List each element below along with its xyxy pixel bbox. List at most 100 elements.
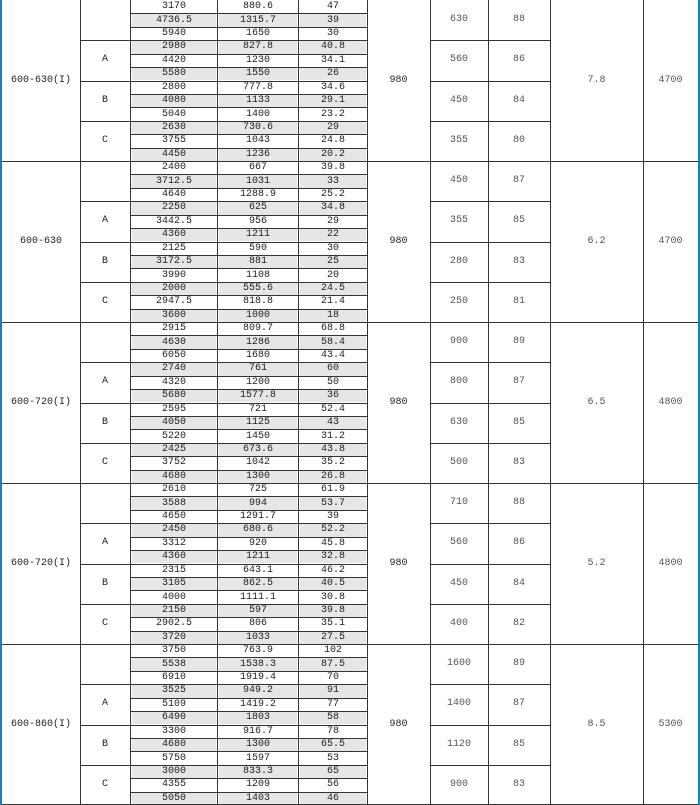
flow-m3h-cell: 3720 (132, 631, 216, 644)
flow-m3h-cell: 6490 (132, 712, 216, 725)
grid-line (430, 564, 550, 565)
grid-line (430, 40, 550, 41)
grid-line (430, 121, 550, 122)
flow-m3h-cell: 5940 (161, 28, 186, 40)
flow-m3h-cell: 3105 (132, 577, 216, 591)
flow-ls-cell: 1680 (245, 350, 270, 362)
grid-line (430, 523, 550, 524)
head-cell: 23.2 (320, 108, 345, 120)
variant-cell (80, 322, 130, 362)
efficiency-cell: 86 (512, 54, 525, 66)
grid-line (130, 617, 367, 618)
head-cell: 33 (300, 175, 366, 188)
flow-m3h-cell: 2800 (161, 81, 186, 93)
grid-line (80, 121, 367, 122)
head-cell: 39 (300, 14, 366, 27)
grid-line (80, 443, 367, 444)
grid-line (80, 282, 367, 283)
flow-m3h-cell: 4630 (132, 336, 216, 349)
model-cell: 600-720(I) (10, 396, 71, 408)
flow-ls-cell: 590 (248, 242, 267, 254)
efficiency-cell: 87 (512, 698, 525, 710)
head-cell: 58 (300, 712, 366, 725)
head-cell: 29 (326, 215, 339, 227)
flow-ls-cell: 1288.9 (239, 189, 276, 201)
grid-line (130, 496, 367, 497)
flow-m3h-cell: 3600 (132, 309, 216, 322)
grid-line (80, 242, 367, 243)
flow-ls-cell: 555.6 (219, 282, 297, 296)
flow-m3h-cell: 5580 (132, 68, 216, 81)
variant-cell: C (101, 456, 108, 468)
power-cell: 630 (449, 14, 468, 26)
head-cell: 47 (326, 1, 339, 13)
power-cell: 900 (449, 336, 468, 348)
flow-m3h-cell: 4650 (161, 511, 186, 523)
variant-cell: A (101, 537, 108, 549)
head-cell: 46 (300, 792, 366, 805)
head-cell: 32.8 (300, 551, 366, 564)
head-cell: 34.1 (320, 54, 345, 66)
flow-ls-cell: 920 (248, 537, 267, 549)
variant-cell (80, 0, 130, 40)
variant-cell (80, 644, 130, 684)
flow-m3h-cell: 3525 (132, 685, 216, 698)
flow-m3h-cell: 6050 (161, 350, 186, 362)
flow-ls-cell: 1230 (245, 54, 270, 66)
power-cell: 250 (449, 295, 468, 307)
grid-line (2, 644, 698, 645)
model-cell: 600-630 (19, 235, 62, 247)
flow-ls-cell: 777.8 (242, 81, 273, 93)
head-cell: 40.5 (300, 577, 366, 591)
head-cell: 30.8 (320, 591, 345, 603)
head-cell: 43 (300, 416, 366, 430)
head-cell: 29 (300, 121, 366, 135)
power-cell: 500 (449, 456, 468, 468)
grid-line (130, 537, 367, 538)
model-cell: 600-630(I) (10, 74, 71, 86)
grid-line (80, 403, 367, 404)
grid-line (130, 429, 367, 430)
speed-cell: 980 (389, 396, 408, 408)
grid-line (130, 711, 367, 712)
grid-line (2, 322, 698, 323)
flow-ls-cell: 1650 (245, 28, 270, 40)
flow-m3h-cell: 4360 (132, 551, 216, 564)
flow-m3h-cell: 2902.5 (155, 618, 192, 630)
efficiency-cell: 83 (512, 255, 525, 267)
efficiency-cell: 88 (512, 497, 525, 509)
head-cell: 45.8 (320, 537, 345, 549)
flow-m3h-cell: 3755 (161, 135, 186, 147)
head-cell: 39.8 (320, 162, 345, 174)
grid-line (430, 201, 550, 202)
variant-cell (80, 161, 130, 201)
grid-line (130, 416, 367, 417)
variant-cell: C (101, 134, 108, 146)
grid-line (130, 107, 367, 108)
flow-ls-cell: 827.8 (219, 41, 297, 54)
flow-m3h-cell: 4680 (132, 470, 216, 483)
variant-cell: B (101, 416, 108, 428)
grid-line (130, 738, 367, 739)
grid-line (430, 604, 550, 605)
flow-m3h-cell: 3172.5 (132, 255, 216, 269)
flow-m3h-cell: 2250 (132, 202, 216, 215)
flow-m3h-cell: 4360 (132, 229, 216, 242)
grid-line (80, 523, 367, 524)
head-cell: 102 (323, 645, 342, 657)
flow-ls-cell: 1550 (219, 68, 297, 81)
flow-ls-cell: 862.5 (219, 577, 297, 591)
head-cell: 53 (326, 752, 339, 764)
grid-line (430, 0, 431, 805)
speed-cell: 980 (389, 718, 408, 730)
model-cell: 600-720(I) (10, 557, 71, 569)
variant-cell: B (101, 255, 108, 267)
grid-line (130, 67, 367, 68)
grid-line (430, 725, 550, 726)
head-cell: 78 (326, 725, 339, 737)
grid-line (217, 0, 218, 805)
grid-line (130, 550, 367, 551)
head-cell: 52.4 (320, 403, 345, 415)
efficiency-cell: 81 (512, 295, 525, 307)
model-cell: 600-860(I) (10, 718, 71, 730)
